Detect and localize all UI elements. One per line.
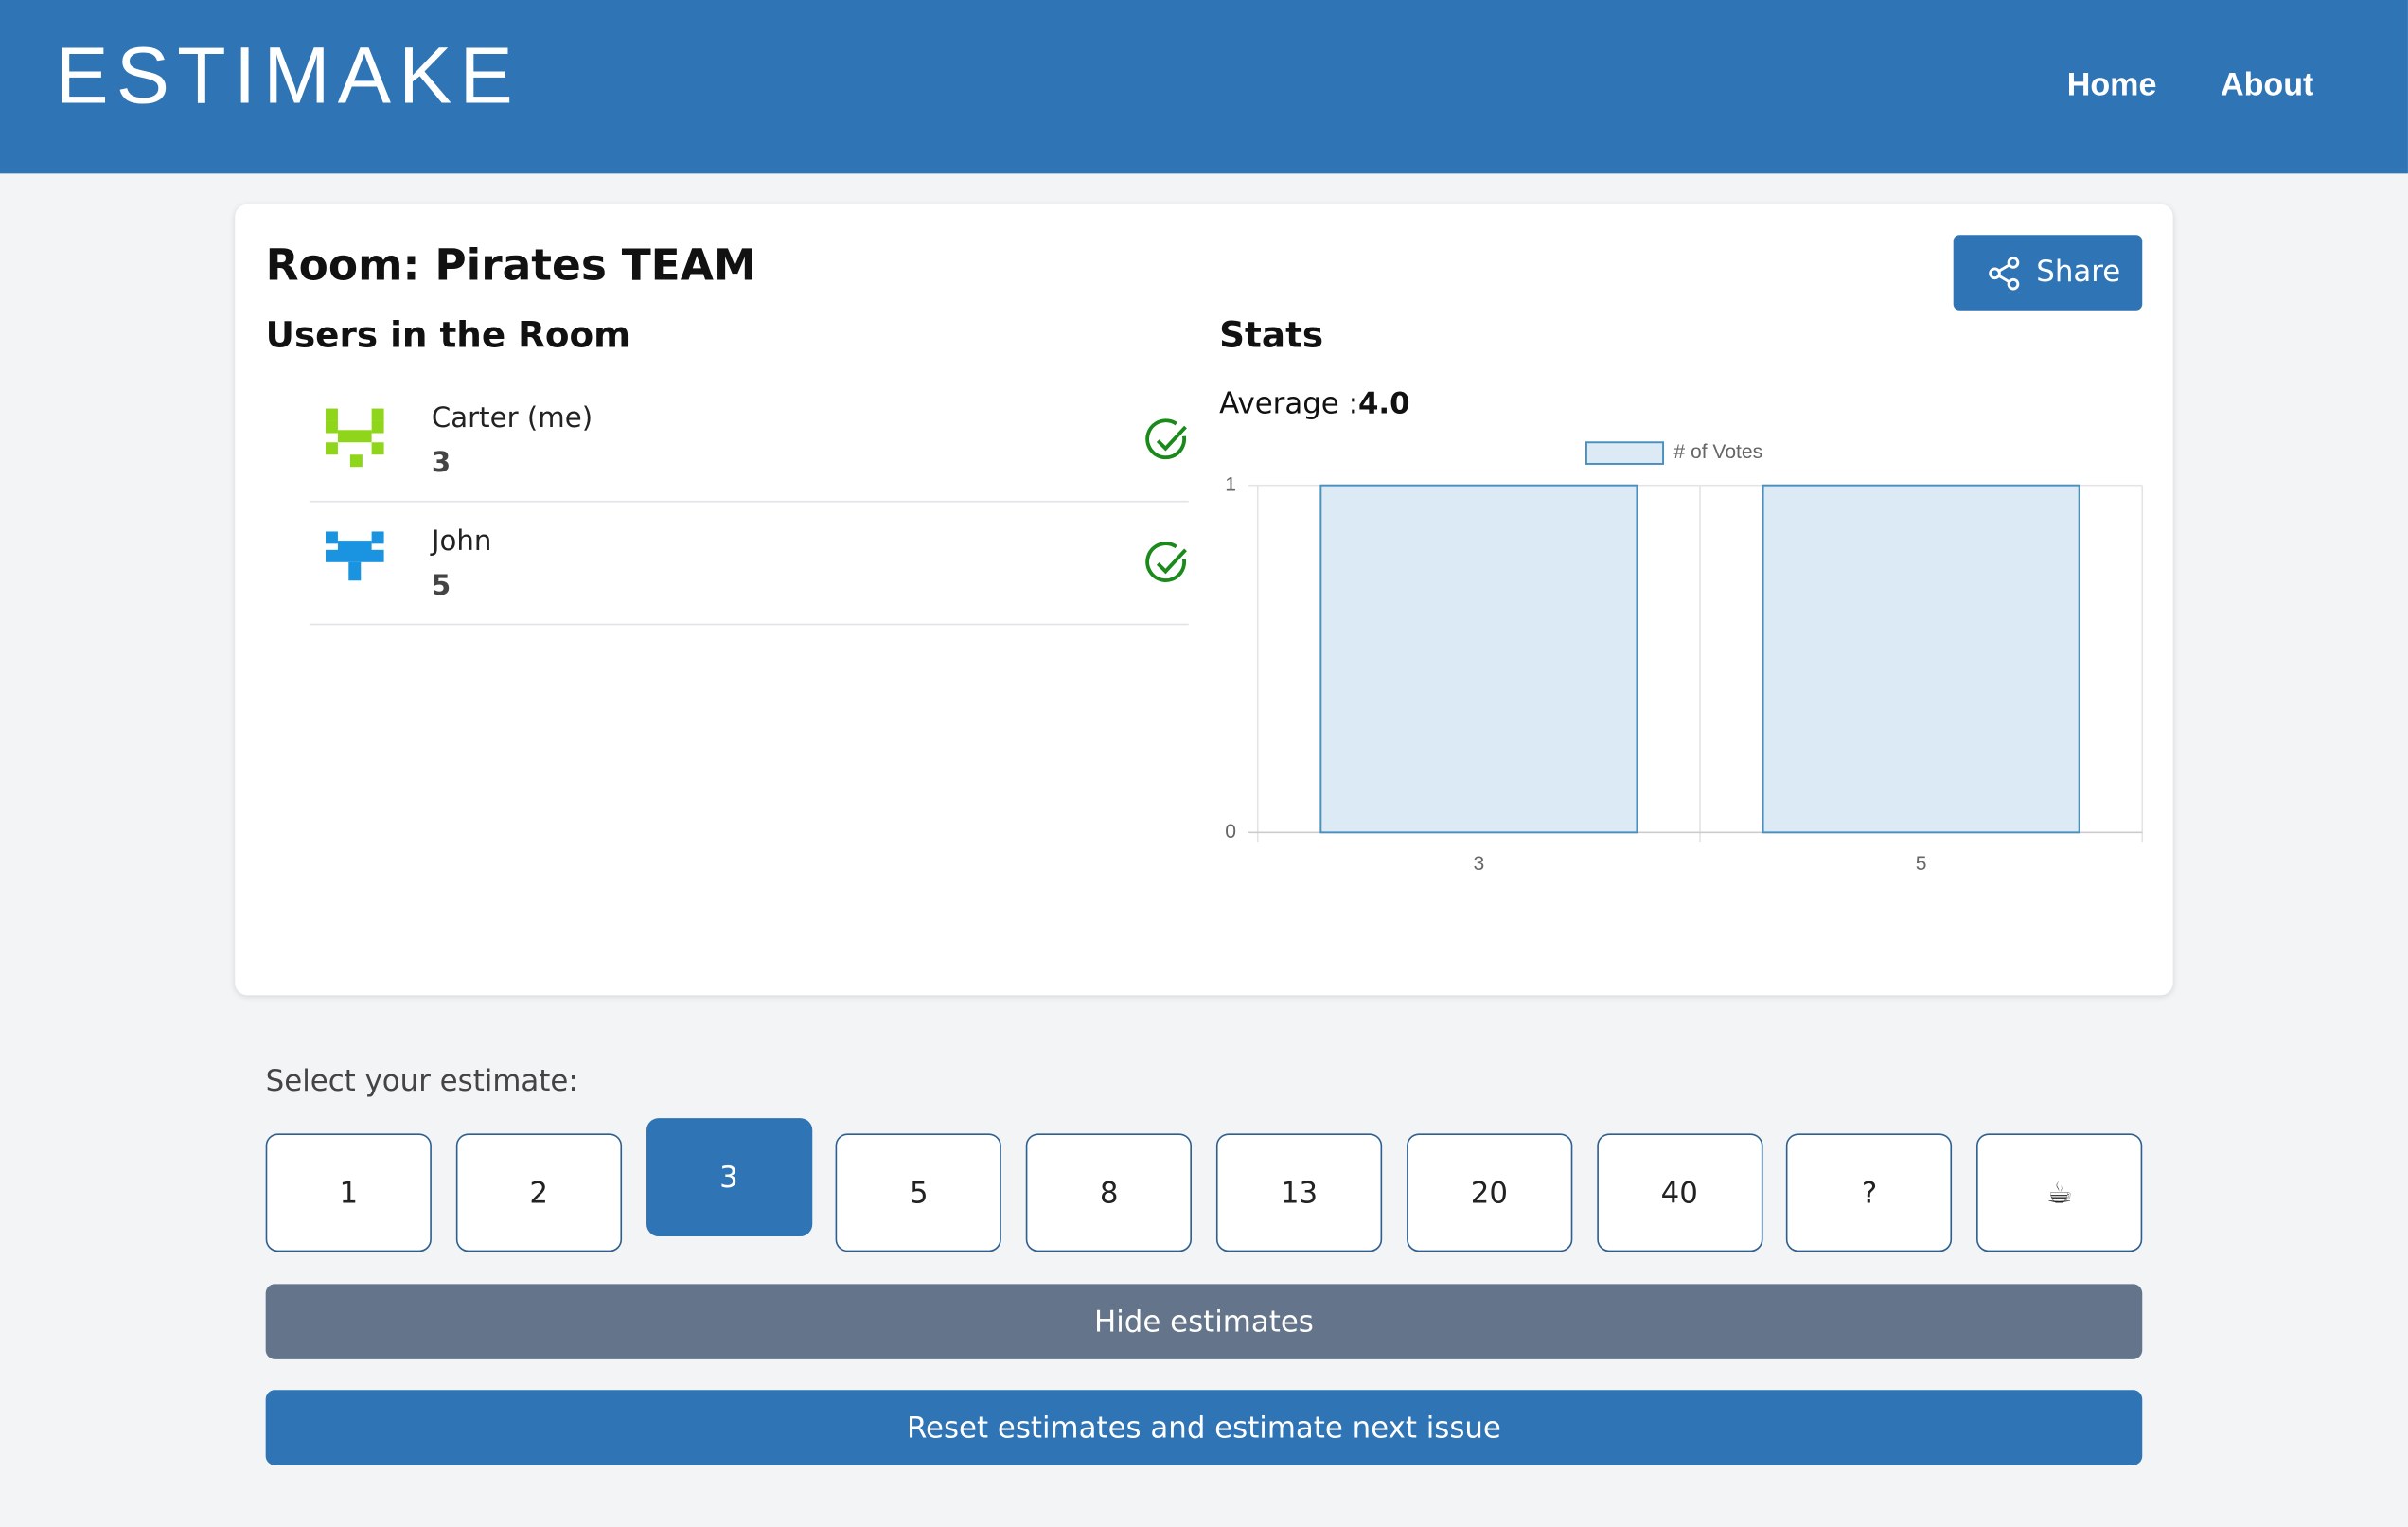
users-heading: Users in the Room	[265, 316, 631, 357]
y-tick-label: 1	[1225, 473, 1236, 495]
share-button[interactable]: Share	[1953, 235, 2143, 311]
logo[interactable]: ESTIMAKE	[55, 32, 521, 122]
estimate-card[interactable]: 3	[646, 1118, 812, 1237]
user-name: Carter (me)	[431, 402, 593, 435]
share-label: Share	[2036, 255, 2121, 290]
estimate-card[interactable]: 13	[1215, 1133, 1383, 1252]
estimate-card[interactable]: ☕	[1976, 1133, 2143, 1252]
estimate-label: Select your estimate:	[265, 1064, 578, 1099]
average-label: Average :	[1219, 386, 1358, 421]
room-title: Room: Pirates TEAM	[265, 240, 757, 291]
legend-swatch	[1585, 441, 1665, 465]
estimate-card[interactable]: 8	[1026, 1133, 1193, 1252]
average-value: 4.0	[1357, 386, 1410, 421]
bar	[1762, 484, 2080, 834]
estimate-card[interactable]: ?	[1786, 1133, 1953, 1252]
votes-chart: 0 1 # of Votes 3 5	[1225, 441, 2144, 875]
user-estimate: 5	[431, 569, 452, 602]
nav-link[interactable]: Home	[2066, 67, 2157, 103]
x-tick-label: 5	[1916, 853, 1927, 875]
x-tick-label: 3	[1474, 853, 1485, 875]
y-tick-label: 0	[1225, 821, 1236, 843]
user-name: John	[431, 524, 492, 558]
reset-button[interactable]: Reset estimates and estimate next issue	[265, 1390, 2143, 1465]
voted-check	[1145, 542, 1187, 582]
bar	[1319, 484, 1638, 834]
estimate-card[interactable]: 20	[1406, 1133, 1573, 1252]
nav-link[interactable]: About	[2220, 67, 2314, 103]
stats-heading: Stats	[1219, 316, 1324, 357]
share-icon	[1989, 257, 2020, 291]
hide-button[interactable]: Hide estimates	[265, 1284, 2143, 1359]
navbar	[0, 0, 2408, 174]
avatar	[325, 531, 384, 581]
estimate-card[interactable]: 1	[265, 1133, 432, 1252]
estimate-card[interactable]: 2	[455, 1133, 622, 1252]
estimate-card[interactable]: 40	[1596, 1133, 1762, 1252]
user-row: John 5	[310, 501, 1189, 626]
average: Average :4.0	[1219, 387, 1409, 421]
user-estimate: 3	[431, 447, 452, 480]
user-row: Carter (me) 3	[310, 378, 1189, 503]
legend-label: # of Votes	[1673, 441, 1762, 463]
avatar	[325, 408, 384, 468]
estimate-card[interactable]: 5	[836, 1133, 1002, 1252]
voted-check	[1145, 418, 1187, 460]
